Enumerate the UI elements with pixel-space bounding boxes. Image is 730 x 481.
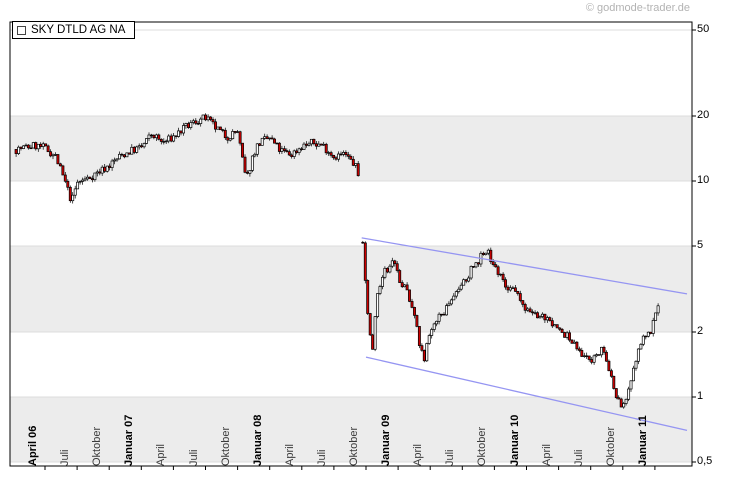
x-axis-label: April 06 — [27, 425, 39, 466]
x-axis-label: Juli — [572, 449, 585, 466]
legend: SKY DTLD AG NA — [12, 21, 136, 39]
x-axis-label: Januar 07 — [123, 414, 136, 466]
x-axis-label: Oktober — [348, 426, 360, 466]
y-axis-label: 50 — [697, 23, 710, 35]
y-axis-label: 2 — [697, 325, 704, 337]
legend-label: SKY DTLD AG NA — [31, 24, 126, 36]
x-axis-label: Januar 08 — [251, 414, 264, 466]
x-axis-label: Januar 09 — [380, 414, 393, 466]
y-axis-label: 5 — [697, 239, 704, 251]
price-bands — [10, 116, 692, 462]
y-axis-label: 1 — [697, 390, 704, 402]
x-axis-label: April — [283, 443, 296, 466]
x-axis-label: April — [155, 443, 168, 466]
x-axis-label: Januar 11 — [636, 415, 649, 466]
candles-series-2 — [361, 240, 660, 409]
x-axis-label: Januar 10 — [508, 414, 521, 466]
trend-channel — [361, 237, 688, 432]
x-axis-label: Juli — [315, 449, 328, 466]
plot-frame — [9, 21, 696, 470]
x-axis-label: April — [412, 443, 425, 466]
x-axis-label: Oktober — [604, 426, 617, 466]
x-axis-label: Juli — [187, 449, 200, 466]
gridlines — [10, 29, 692, 463]
x-axis-label: Juli — [444, 449, 457, 466]
x-axis-label: Oktober — [91, 426, 104, 466]
x-axis-label: Oktober — [219, 426, 232, 466]
x-axis-label: Juli — [59, 449, 72, 466]
x-axis-label: April — [540, 443, 553, 466]
x-axis-label: Oktober — [476, 426, 489, 466]
y-axis-label: 20 — [697, 109, 710, 121]
y-axis-label: 0,5 — [697, 455, 713, 467]
y-axis-label: 10 — [697, 174, 710, 186]
watermark: © godmode-trader.de — [585, 2, 690, 14]
candles-series-1 — [14, 113, 360, 204]
legend-checkbox[interactable] — [17, 25, 26, 35]
